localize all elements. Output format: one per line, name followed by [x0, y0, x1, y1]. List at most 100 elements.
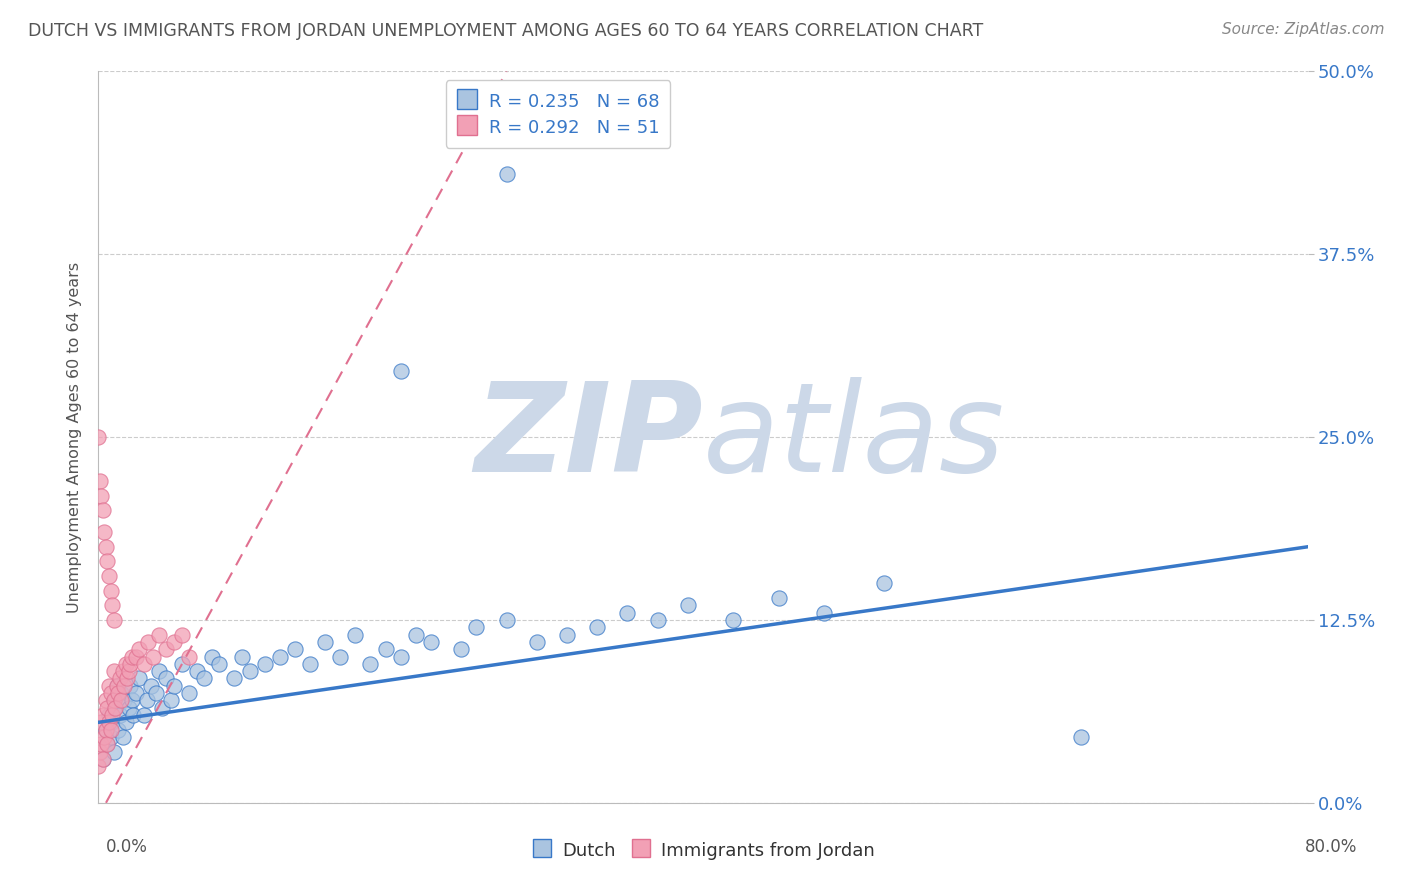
Point [186, 664, 208, 678]
Point [108, 708, 131, 723]
Point [148, 664, 170, 678]
Point [150, 700, 173, 714]
Y-axis label: Unemployment Among Ages 60 to 64 years: Unemployment Among Ages 60 to 64 years [67, 261, 83, 613]
Point [100, 730, 122, 744]
Point [104, 700, 127, 714]
Point [94, 723, 117, 737]
Point [344, 627, 367, 641]
Point [136, 635, 159, 649]
Point [160, 693, 183, 707]
Point [89, 474, 111, 488]
Point [389, 364, 412, 378]
Point [110, 686, 132, 700]
Point [155, 642, 177, 657]
Point [100, 583, 122, 598]
Point [96, 737, 118, 751]
Point [145, 686, 167, 700]
Point [450, 642, 472, 657]
Point [111, 730, 134, 744]
Point [98, 569, 121, 583]
Point [101, 715, 124, 730]
Point [91, 503, 114, 517]
Point [115, 672, 138, 686]
Point [155, 672, 177, 686]
Point [96, 737, 118, 751]
Point [90, 715, 112, 730]
Point [132, 657, 155, 671]
Point [108, 672, 131, 686]
Text: 80.0%: 80.0% [1305, 838, 1357, 855]
Point [91, 752, 114, 766]
Point [103, 745, 125, 759]
Point [94, 723, 117, 737]
Point [110, 693, 132, 707]
Point [374, 642, 396, 657]
Point [90, 489, 112, 503]
Point [405, 627, 427, 641]
Point [555, 627, 578, 641]
Point [201, 649, 224, 664]
Point [89, 745, 111, 759]
Point [586, 620, 609, 634]
Point [87, 759, 110, 773]
Legend: Dutch, Immigrants from Jordan: Dutch, Immigrants from Jordan [524, 833, 882, 867]
Point [208, 657, 231, 671]
Point [107, 723, 129, 737]
Point [179, 686, 201, 700]
Point [93, 730, 115, 744]
Point [148, 627, 170, 641]
Point [101, 599, 124, 613]
Point [231, 649, 253, 664]
Point [112, 679, 135, 693]
Point [104, 700, 127, 714]
Text: 0.0%: 0.0% [105, 838, 148, 855]
Point [723, 613, 745, 627]
Point [128, 642, 150, 657]
Point [873, 576, 896, 591]
Point [125, 649, 148, 664]
Point [495, 167, 517, 181]
Point [120, 657, 142, 671]
Point [98, 708, 121, 723]
Point [103, 693, 125, 707]
Point [107, 686, 129, 700]
Point [284, 642, 307, 657]
Point [105, 679, 128, 693]
Point [121, 649, 143, 664]
Point [98, 715, 121, 730]
Point [465, 620, 488, 634]
Point [96, 700, 118, 714]
Point [114, 657, 136, 671]
Point [118, 664, 141, 678]
Point [1070, 730, 1092, 744]
Point [389, 649, 412, 664]
Point [616, 606, 638, 620]
Text: Source: ZipAtlas.com: Source: ZipAtlas.com [1222, 22, 1385, 37]
Point [118, 700, 141, 714]
Point [170, 657, 193, 671]
Point [269, 649, 291, 664]
Point [98, 679, 121, 693]
Point [120, 679, 142, 693]
Point [93, 525, 115, 540]
Point [121, 693, 143, 707]
Point [114, 715, 136, 730]
Point [91, 752, 114, 766]
Point [239, 664, 262, 678]
Point [141, 679, 163, 693]
Point [495, 613, 517, 627]
Text: ZIP: ZIP [474, 376, 703, 498]
Point [224, 672, 246, 686]
Point [360, 657, 382, 671]
Point [768, 591, 790, 605]
Point [87, 430, 110, 444]
Point [125, 686, 148, 700]
Point [676, 599, 699, 613]
Point [142, 649, 165, 664]
Point [103, 664, 125, 678]
Point [101, 708, 124, 723]
Point [122, 708, 145, 723]
Point [128, 672, 150, 686]
Text: atlas: atlas [703, 376, 1005, 498]
Point [299, 657, 322, 671]
